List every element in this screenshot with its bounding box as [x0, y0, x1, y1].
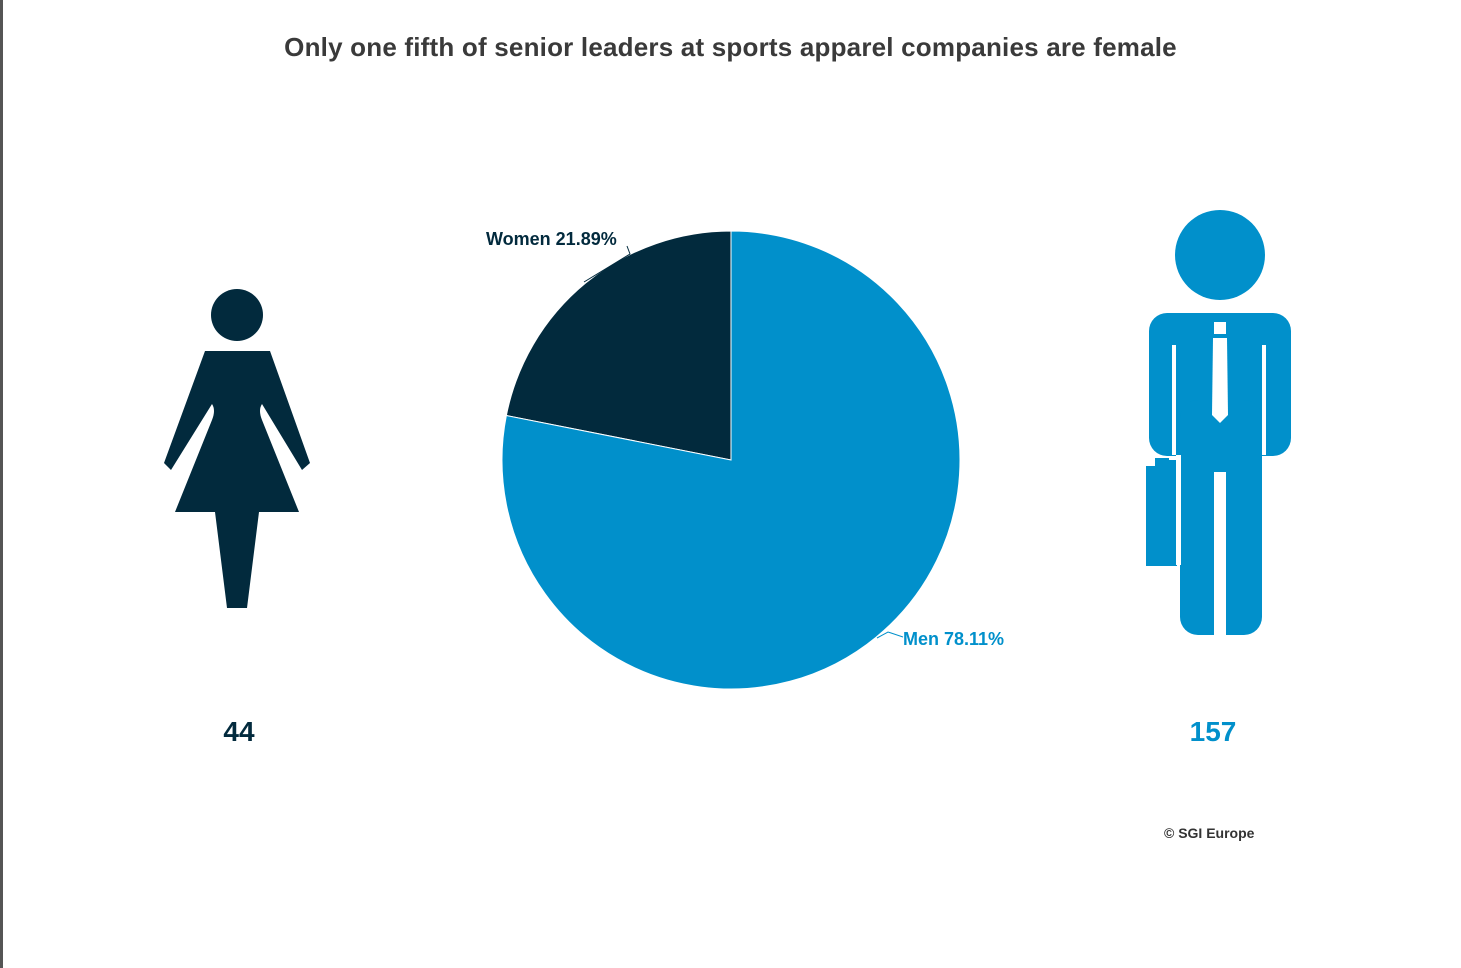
pie-slice-men: [501, 230, 961, 690]
source-credit: © SGI Europe: [1164, 825, 1255, 841]
data-label-men: Men 78.11%: [903, 629, 1004, 649]
leader-line-men: [876, 631, 904, 639]
pie-slice-women: [505, 230, 732, 461]
left-border: [0, 0, 3, 968]
leader-line-women: [583, 245, 631, 283]
woman-icon: [164, 289, 310, 608]
chart-title: Only one fifth of senior leaders at spor…: [284, 32, 1177, 62]
data-label-women: Women 21.89%: [486, 229, 617, 249]
businessman-icon: [1146, 210, 1291, 642]
women-count: 44: [223, 716, 255, 747]
men-count: 157: [1189, 716, 1237, 747]
